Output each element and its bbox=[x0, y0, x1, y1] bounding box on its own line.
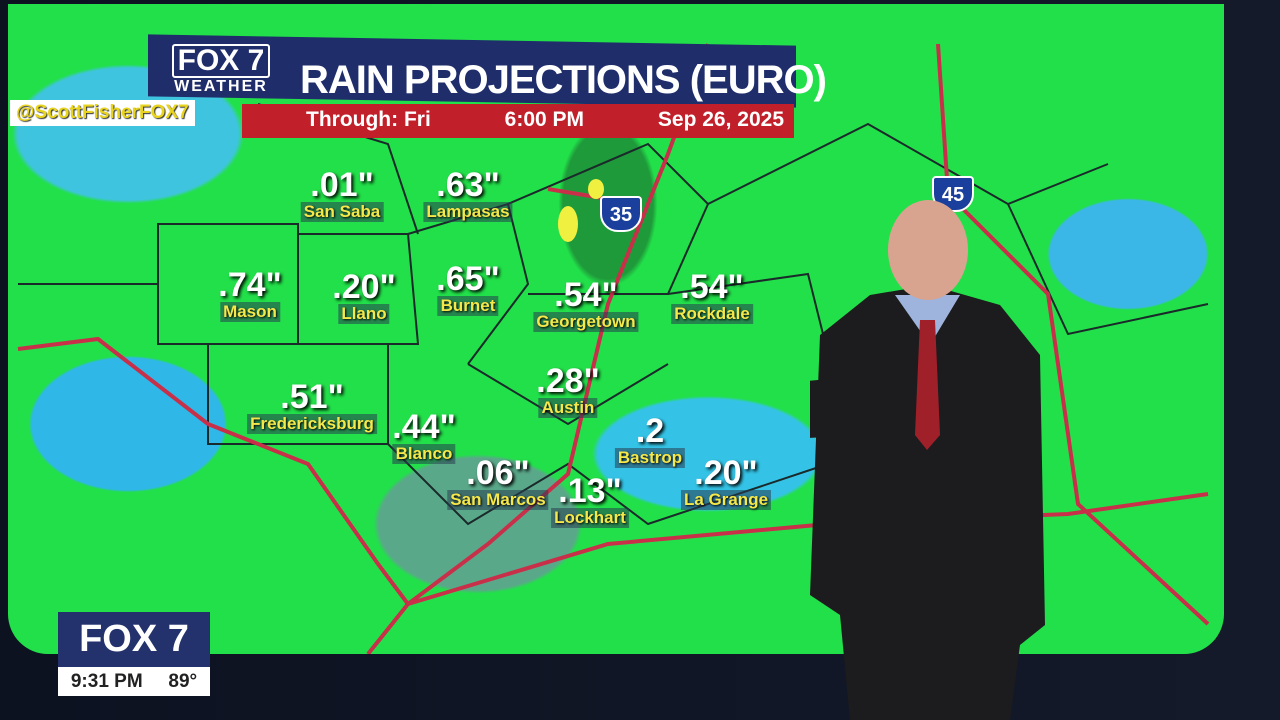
city-label: Rockdale bbox=[671, 304, 753, 324]
rain-value: .20" bbox=[694, 454, 758, 492]
location-llano: .20" Llano bbox=[332, 268, 396, 324]
time-label: 6:00 PM bbox=[504, 108, 585, 131]
location-georgetown: .54" Georgetown bbox=[533, 276, 639, 332]
city-label: San Saba bbox=[300, 202, 384, 222]
rain-value: .65" bbox=[436, 260, 500, 298]
rain-value: .54" bbox=[554, 276, 618, 314]
rain-value: .13" bbox=[558, 472, 622, 510]
rain-value: .54" bbox=[680, 268, 744, 306]
location-la-grange: .20" La Grange bbox=[680, 454, 772, 510]
social-handle: @ScottFisherFOX7 bbox=[10, 100, 195, 126]
city-label: La Grange bbox=[680, 490, 772, 510]
date-label: Sep 26, 2025 bbox=[657, 108, 784, 131]
location-blanco: .44" Blanco bbox=[392, 408, 456, 464]
location-rockdale: .54" Rockdale bbox=[671, 270, 753, 324]
rain-value: .63" bbox=[436, 166, 500, 204]
city-label: Lockhart bbox=[551, 508, 629, 528]
rain-value: .20" bbox=[332, 268, 396, 306]
i35-label: 35 bbox=[609, 204, 633, 226]
page-title: RAIN PROJECTIONS (EURO) bbox=[300, 58, 827, 102]
city-label: Mason bbox=[220, 302, 280, 322]
fox7-logo: FOX 7 bbox=[58, 612, 210, 667]
location-austin: .28" Austin bbox=[536, 362, 600, 418]
location-burnet: .65" Burnet bbox=[436, 260, 500, 316]
meteorologist bbox=[810, 200, 1045, 720]
city-label: Austin bbox=[538, 398, 598, 418]
fox7-weather-logo: FOX 7 WEATHER bbox=[164, 44, 278, 100]
city-label: Burnet bbox=[437, 296, 499, 316]
city-label: Fredericksburg bbox=[247, 414, 377, 434]
rain-value: .74" bbox=[218, 266, 282, 304]
city-label: San Marcos bbox=[447, 490, 549, 510]
location-fredericksburg: .51" Fredericksburg bbox=[247, 380, 377, 434]
rain-value: .2 bbox=[635, 412, 665, 450]
city-label: Lampasas bbox=[423, 202, 513, 222]
location-san-saba: .01" San Saba bbox=[300, 166, 384, 222]
city-label: Georgetown bbox=[533, 312, 639, 332]
city-label: Llano bbox=[338, 304, 390, 324]
rain-value: .51" bbox=[280, 378, 344, 416]
current-temperature: 89° bbox=[168, 670, 198, 692]
station-bug: FOX 7 9:31 PM 89° bbox=[58, 612, 210, 696]
location-lampasas: .63" Lampasas bbox=[423, 166, 513, 222]
current-time: 9:31 PM bbox=[70, 670, 143, 692]
rain-value: .06" bbox=[466, 454, 530, 492]
rain-value: .28" bbox=[536, 362, 600, 400]
rain-value: .01" bbox=[310, 166, 374, 204]
rain-value: .44" bbox=[392, 408, 456, 446]
city-label: Bastrop bbox=[614, 448, 686, 468]
interstate-35-shield-icon: 35 bbox=[600, 196, 642, 232]
through-label: Through: Fri bbox=[306, 108, 431, 131]
location-san-marcos: .06" San Marcos bbox=[447, 454, 549, 510]
i45-label: 45 bbox=[941, 184, 965, 206]
logo-text: FOX 7 bbox=[172, 44, 270, 78]
city-label: Blanco bbox=[392, 444, 456, 464]
logo-subtext: WEATHER bbox=[174, 78, 268, 95]
location-mason: .74" Mason bbox=[218, 266, 282, 322]
location-lockhart: .13" Lockhart bbox=[551, 474, 629, 528]
location-bastrop: .2 Bastrop bbox=[614, 412, 686, 468]
timeframe-bar: Through: Fri 6:00 PM Sep 26, 2025 bbox=[242, 104, 794, 138]
